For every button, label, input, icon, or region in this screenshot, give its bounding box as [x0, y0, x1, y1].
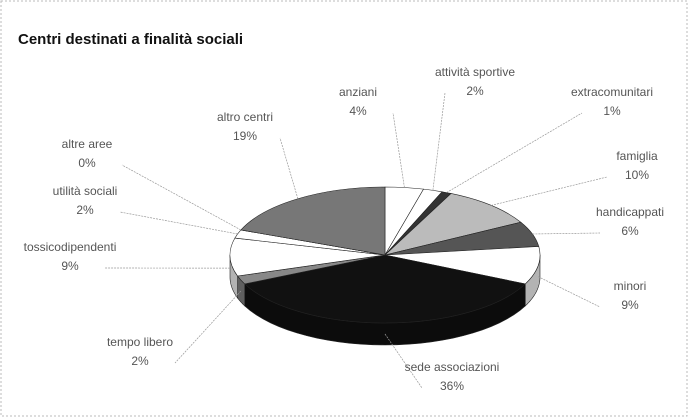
leader-line: [174, 290, 242, 364]
value-label: 9%: [61, 259, 79, 273]
value-label: 19%: [233, 129, 257, 143]
category-label: anziani: [339, 85, 377, 99]
category-label: altro centri: [217, 110, 273, 124]
value-label: 36%: [440, 379, 464, 393]
category-label: tempo libero: [107, 335, 173, 349]
category-label: sede associazioni: [405, 360, 500, 374]
value-label: 4%: [349, 104, 367, 118]
category-label: minori: [614, 279, 647, 293]
leader-line: [119, 211, 238, 235]
category-label: attività sportive: [435, 65, 515, 79]
leader-line: [432, 92, 446, 191]
value-label: 2%: [131, 354, 149, 368]
leader-line: [532, 232, 601, 235]
leader-line: [384, 333, 423, 389]
value-label: 1%: [603, 104, 621, 118]
slice: [240, 186, 386, 256]
leader-line: [392, 112, 405, 188]
category-label: utilità sociali: [53, 184, 118, 198]
leader-line: [537, 276, 601, 308]
value-label: 9%: [621, 298, 639, 312]
leader-line: [491, 176, 608, 206]
leader-line: [279, 137, 299, 199]
value-label: 2%: [466, 84, 484, 98]
value-label: 6%: [621, 224, 639, 238]
category-label: famiglia: [616, 149, 658, 163]
slice: [384, 246, 541, 285]
slice: [244, 254, 526, 324]
slice: [229, 237, 386, 277]
value-label: 0%: [78, 156, 96, 170]
category-label: extracomunitari: [571, 85, 653, 99]
leader-line: [121, 164, 242, 231]
value-label: 10%: [625, 168, 649, 182]
category-label: handicappati: [596, 205, 664, 219]
leader-line: [446, 112, 583, 193]
category-label: tossicodipendenti: [24, 240, 117, 254]
category-label: altre aree: [62, 137, 113, 151]
value-label: 2%: [76, 203, 94, 217]
chart-title: Centri destinati a finalità sociali: [18, 31, 243, 48]
